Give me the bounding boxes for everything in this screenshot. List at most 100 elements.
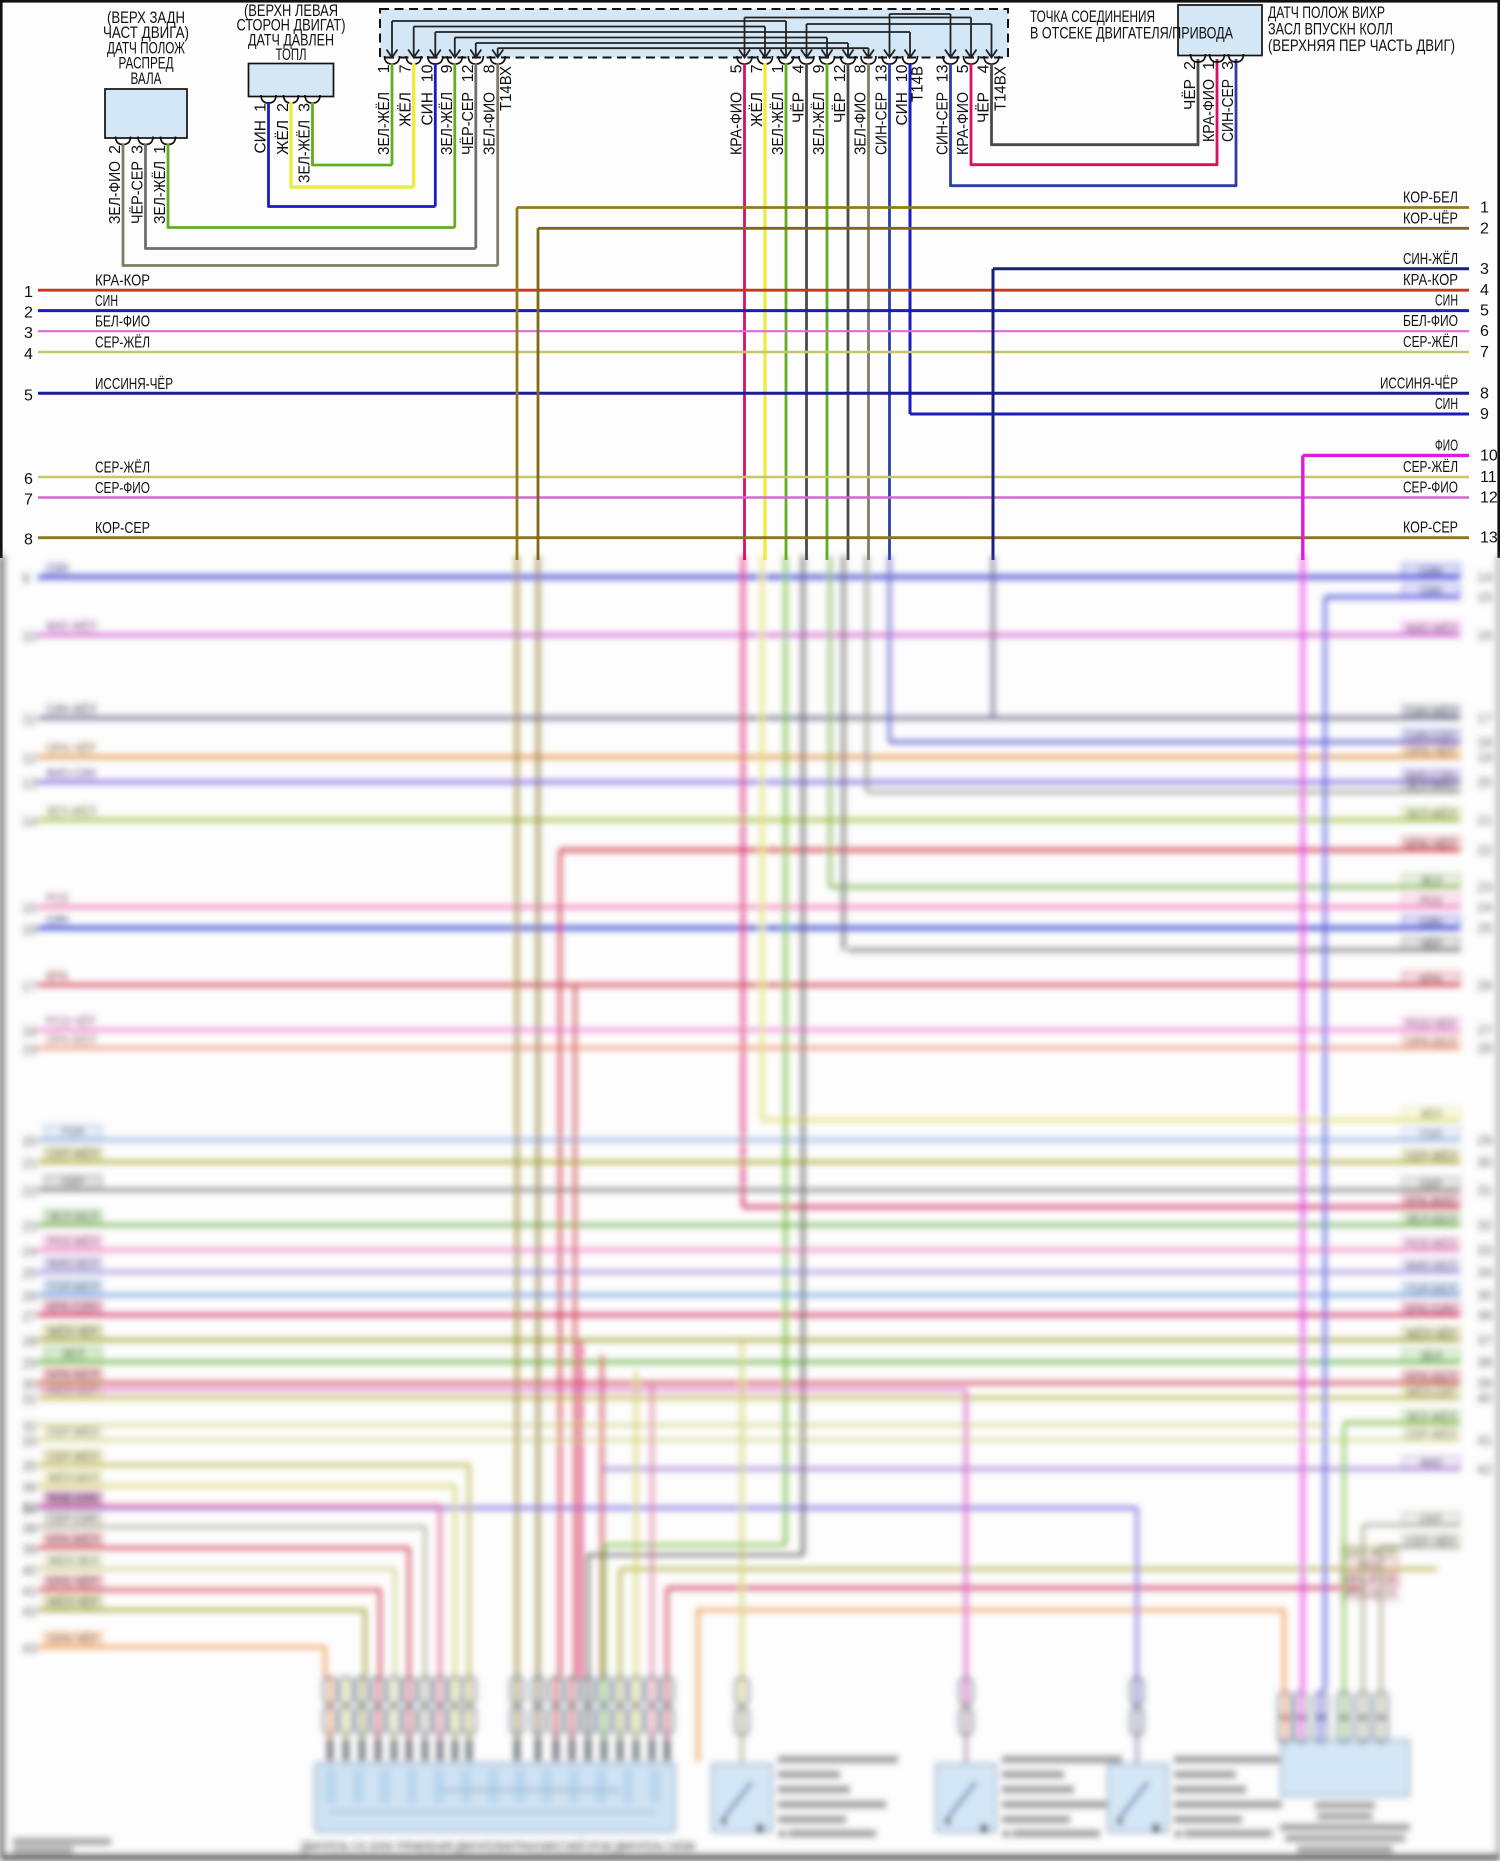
svg-text:ИССИНЯ-ЧЁР: ИССИНЯ-ЧЁР — [95, 375, 173, 393]
svg-text:РОЗ-ЖЁЛ: РОЗ-ЖЁЛ — [48, 1235, 98, 1249]
svg-text:КОР-БЕЛ: КОР-БЕЛ — [1403, 190, 1458, 207]
svg-text:ЧЁР-СЕР: ЧЁР-СЕР — [130, 161, 147, 224]
svg-text:24: 24 — [22, 1243, 38, 1259]
svg-text:ФИО-БЕЛ: ФИО-БЕЛ — [1406, 1259, 1456, 1273]
svg-text:12: 12 — [22, 750, 38, 766]
svg-text:26: 26 — [22, 1288, 38, 1304]
svg-text:СИН: СИН — [1420, 915, 1442, 929]
svg-text:18: 18 — [22, 1023, 38, 1039]
svg-text:14: 14 — [1477, 569, 1493, 585]
svg-text:8: 8 — [482, 64, 499, 73]
svg-text:ЧЁР: ЧЁР — [832, 92, 849, 123]
svg-text:ГОЛ-БЕЛ: ГОЛ-БЕЛ — [48, 1280, 98, 1294]
svg-text:1: 1 — [152, 145, 169, 154]
svg-text:(ВЕРХН ЛЕВАЯ: (ВЕРХН ЛЕВАЯ — [244, 2, 338, 20]
svg-text:Т14В: Т14В — [910, 66, 927, 102]
svg-text:КОР-ЧЁР: КОР-ЧЁР — [1403, 209, 1458, 227]
svg-text:37: 37 — [1477, 1332, 1493, 1348]
svg-text:7: 7 — [398, 64, 415, 73]
svg-text:ФИО: ФИО — [1435, 437, 1458, 454]
svg-text:СИН: СИН — [46, 912, 68, 927]
svg-text:ЗЕЛ-ЖЁЛ: ЗЕЛ-ЖЁЛ — [439, 92, 456, 155]
svg-text:ЧЁР: ЧЁР — [976, 92, 993, 123]
svg-text:СИН: СИН — [894, 92, 911, 126]
svg-text:ЗЕЛ-ЖЁЛ: ЗЕЛ-ЖЁЛ — [376, 92, 393, 155]
svg-text:ЖЁЛ: ЖЁЛ — [398, 92, 415, 127]
svg-text:5: 5 — [1480, 303, 1489, 320]
svg-text:38: 38 — [1477, 1354, 1493, 1370]
svg-text:СИН-СЕР: СИН-СЕР — [1406, 729, 1456, 743]
svg-text:34: 34 — [22, 1501, 38, 1517]
svg-text:10: 10 — [1480, 447, 1498, 464]
svg-text:КРА-СИН: КРА-СИН — [1406, 1302, 1456, 1316]
svg-text:ГОЛ: ГОЛ — [62, 1125, 84, 1139]
svg-text:7: 7 — [749, 64, 766, 73]
svg-text:3: 3 — [24, 325, 33, 342]
svg-text:СЕР-ЖЁЛ: СЕР-ЖЁЛ — [1403, 458, 1458, 476]
svg-text:СИН: СИН — [95, 293, 118, 310]
svg-text:20: 20 — [22, 1133, 38, 1149]
svg-text:12: 12 — [1480, 490, 1498, 507]
svg-text:19: 19 — [1477, 749, 1493, 765]
svg-text:12: 12 — [832, 64, 849, 82]
svg-text:12: 12 — [460, 64, 477, 82]
svg-text:ЧЁР: ЧЁР — [1182, 79, 1199, 110]
svg-text:ФИО-ЖЁЛ: ФИО-ЖЁЛ — [1406, 622, 1456, 636]
svg-text:10: 10 — [22, 628, 38, 644]
svg-text:19: 19 — [22, 1041, 38, 1057]
svg-text:СЕР-ЖЁЛ: СЕР-ЖЁЛ — [1406, 1427, 1456, 1441]
svg-text:ДАТЧ ПОЛОЖ ВИХР: ДАТЧ ПОЛОЖ ВИХР — [1268, 4, 1385, 22]
svg-text:15: 15 — [1477, 589, 1493, 605]
svg-text:33: 33 — [22, 1433, 38, 1449]
svg-text:6: 6 — [1480, 323, 1489, 340]
svg-text:ЖЁЛ-ЧЁР: ЖЁЛ-ЧЁР — [48, 1595, 98, 1609]
svg-text:КРА-КОР: КРА-КОР — [95, 273, 150, 290]
svg-text:СТОРОН ДВИГАТ): СТОРОН ДВИГАТ) — [237, 17, 346, 35]
svg-text:ЗЕЛ-ЖЁЛ: ЗЕЛ-ЖЁЛ — [152, 161, 169, 224]
svg-text:ЖЁЛ-ЧЁР: ЖЁЛ-ЧЁР — [1406, 1327, 1456, 1341]
svg-text:ЗЕЛ-БЕЛ: ЗЕЛ-БЕЛ — [1406, 1212, 1456, 1226]
svg-text:35: 35 — [1477, 1287, 1493, 1303]
svg-text:ЗЕЛ: ЗЕЛ — [1420, 874, 1442, 888]
svg-text:1: 1 — [770, 64, 787, 73]
svg-text:ЖЁЛ-ЗЕЛ: ЖЁЛ-ЗЕЛ — [48, 1554, 98, 1568]
svg-text:ЗЕЛ-ФИО: ЗЕЛ-ФИО — [1406, 779, 1456, 793]
svg-text:СИН-ЖЁЛ: СИН-ЖЁЛ — [46, 702, 96, 717]
svg-text:КРА-ЧЁР: КРА-ЧЁР — [48, 1575, 98, 1589]
svg-text:28: 28 — [1477, 1040, 1493, 1056]
svg-text:1: 1 — [1201, 61, 1218, 70]
svg-text:17: 17 — [1477, 710, 1493, 726]
svg-text:КРА: КРА — [1420, 972, 1442, 986]
svg-text:СИН: СИН — [253, 120, 270, 154]
svg-text:1: 1 — [376, 64, 393, 73]
svg-text:1: 1 — [253, 103, 270, 112]
svg-text:ЧЁР: ЧЁР — [791, 92, 808, 123]
svg-text:33: 33 — [1477, 1242, 1493, 1258]
svg-text:РОЗ: РОЗ — [46, 891, 68, 906]
svg-text:21: 21 — [1477, 812, 1493, 828]
svg-text:8: 8 — [853, 64, 870, 73]
svg-text:КОР-СЕР: КОР-СЕР — [95, 520, 150, 537]
svg-text:СИН: СИН — [46, 561, 68, 576]
svg-text:ЗЕЛ-ЖЁЛ: ЗЕЛ-ЖЁЛ — [297, 120, 314, 183]
svg-text:4: 4 — [976, 64, 993, 73]
svg-text:3: 3 — [297, 103, 314, 112]
svg-text:10: 10 — [894, 64, 911, 82]
svg-text:42: 42 — [1477, 1461, 1493, 1477]
svg-text:30: 30 — [22, 1376, 38, 1392]
svg-text:43: 43 — [22, 1640, 38, 1656]
svg-text:БЕЛ-ФИО: БЕЛ-ФИО — [95, 314, 150, 331]
svg-text:ДВИГАТЕЛЬ 3.5L БЛОК УПРАВЛЕНИЯ: ДВИГАТЕЛЬ 3.5L БЛОК УПРАВЛЕНИЯ ДВИГАТЕЛЕ… — [301, 1839, 696, 1854]
svg-text:3: 3 — [1220, 61, 1237, 70]
svg-text:ЗЕЛ-ФИО: ЗЕЛ-ФИО — [107, 161, 124, 224]
svg-text:ОРА-ЧЁР: ОРА-ЧЁР — [1406, 744, 1456, 758]
svg-text:14: 14 — [22, 813, 38, 829]
svg-text:9: 9 — [1480, 406, 1489, 423]
svg-text:КРА-БЕЛ: КРА-БЕЛ — [1406, 1370, 1456, 1384]
svg-text:5: 5 — [955, 64, 972, 73]
svg-text:РОЗ-ЖЁЛ: РОЗ-ЖЁЛ — [1406, 1237, 1456, 1251]
svg-text:СЕР-ЖЁЛ: СЕР-ЖЁЛ — [95, 334, 150, 352]
svg-text:4: 4 — [1480, 282, 1489, 299]
svg-text:1: 1 — [24, 284, 33, 301]
svg-text:29: 29 — [22, 1355, 38, 1371]
